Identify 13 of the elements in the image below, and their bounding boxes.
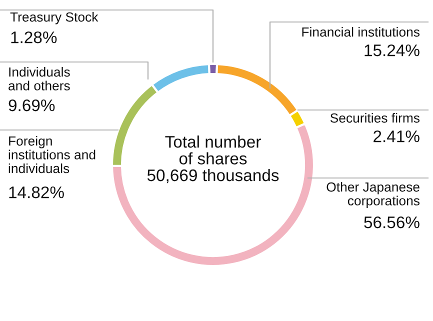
data-label: 14.82% xyxy=(9,186,64,198)
slice-label: Financial institutions xyxy=(302,27,420,37)
data-label: 15.24% xyxy=(364,44,420,56)
slice-label: Individuals and others xyxy=(8,67,70,90)
data-label: 9.69% xyxy=(8,99,55,112)
slice-label: Treasury Stock xyxy=(10,12,98,24)
slice-label: Securities firms xyxy=(330,113,420,123)
slice-label: Other Japanese corporations xyxy=(326,182,420,208)
data-label: 56.56% xyxy=(364,216,420,228)
text: Total number of shares 50,669 thousands xyxy=(147,135,279,184)
data-label: 1.28% xyxy=(11,31,57,44)
data-label: 2.41% xyxy=(374,130,420,142)
slice-label: Foreign institutions and individuals xyxy=(8,136,96,174)
